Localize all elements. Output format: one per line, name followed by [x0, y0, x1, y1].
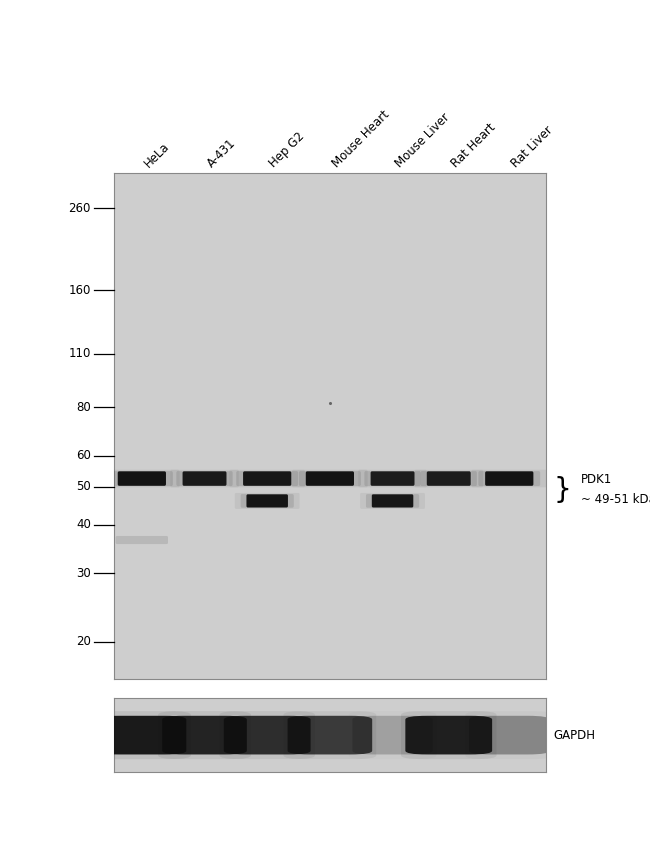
FancyBboxPatch shape	[427, 471, 471, 486]
FancyBboxPatch shape	[406, 716, 492, 755]
Text: 30: 30	[76, 566, 91, 580]
FancyBboxPatch shape	[372, 495, 413, 507]
FancyBboxPatch shape	[283, 711, 376, 759]
FancyBboxPatch shape	[401, 711, 497, 759]
Text: 50: 50	[76, 480, 91, 493]
FancyBboxPatch shape	[469, 716, 549, 755]
FancyBboxPatch shape	[183, 471, 226, 486]
Text: PDK1: PDK1	[581, 473, 612, 486]
FancyBboxPatch shape	[224, 716, 311, 755]
FancyBboxPatch shape	[93, 711, 191, 759]
FancyBboxPatch shape	[243, 471, 291, 486]
FancyBboxPatch shape	[358, 470, 427, 487]
Text: }: }	[554, 475, 571, 504]
FancyBboxPatch shape	[170, 470, 239, 487]
Text: Mouse Liver: Mouse Liver	[393, 111, 452, 170]
FancyBboxPatch shape	[306, 471, 354, 486]
FancyBboxPatch shape	[352, 716, 433, 755]
FancyBboxPatch shape	[299, 471, 361, 486]
FancyBboxPatch shape	[176, 471, 233, 486]
Text: GAPDH: GAPDH	[554, 728, 596, 742]
FancyBboxPatch shape	[98, 716, 187, 755]
FancyBboxPatch shape	[158, 711, 251, 759]
FancyBboxPatch shape	[236, 471, 298, 486]
Text: A-431: A-431	[205, 136, 238, 170]
FancyBboxPatch shape	[478, 471, 540, 486]
Text: ~ 49-51 kDa: ~ 49-51 kDa	[581, 493, 650, 506]
Text: 20: 20	[76, 636, 91, 648]
FancyBboxPatch shape	[111, 471, 173, 486]
Text: 60: 60	[76, 450, 91, 463]
FancyBboxPatch shape	[292, 470, 368, 487]
Text: 80: 80	[76, 401, 91, 414]
FancyBboxPatch shape	[366, 494, 419, 508]
FancyBboxPatch shape	[235, 493, 300, 509]
Text: 40: 40	[76, 518, 91, 531]
FancyBboxPatch shape	[287, 716, 372, 755]
Text: Hep G2: Hep G2	[267, 129, 307, 170]
FancyBboxPatch shape	[118, 471, 166, 486]
FancyBboxPatch shape	[229, 470, 305, 487]
Text: Rat Heart: Rat Heart	[448, 121, 498, 170]
FancyBboxPatch shape	[370, 471, 415, 486]
FancyBboxPatch shape	[471, 470, 547, 487]
FancyBboxPatch shape	[485, 471, 534, 486]
FancyBboxPatch shape	[220, 711, 315, 759]
Text: Rat Liver: Rat Liver	[509, 123, 556, 170]
Text: Mouse Heart: Mouse Heart	[330, 107, 392, 170]
FancyBboxPatch shape	[365, 471, 421, 486]
FancyBboxPatch shape	[360, 493, 425, 509]
FancyBboxPatch shape	[116, 536, 168, 544]
FancyBboxPatch shape	[421, 471, 477, 486]
FancyBboxPatch shape	[415, 470, 483, 487]
Text: 260: 260	[69, 202, 91, 214]
FancyBboxPatch shape	[162, 716, 247, 755]
FancyBboxPatch shape	[104, 470, 179, 487]
Text: 160: 160	[69, 284, 91, 297]
Text: 110: 110	[69, 347, 91, 360]
FancyBboxPatch shape	[240, 494, 294, 508]
FancyBboxPatch shape	[246, 495, 288, 507]
Text: HeLa: HeLa	[142, 139, 172, 170]
